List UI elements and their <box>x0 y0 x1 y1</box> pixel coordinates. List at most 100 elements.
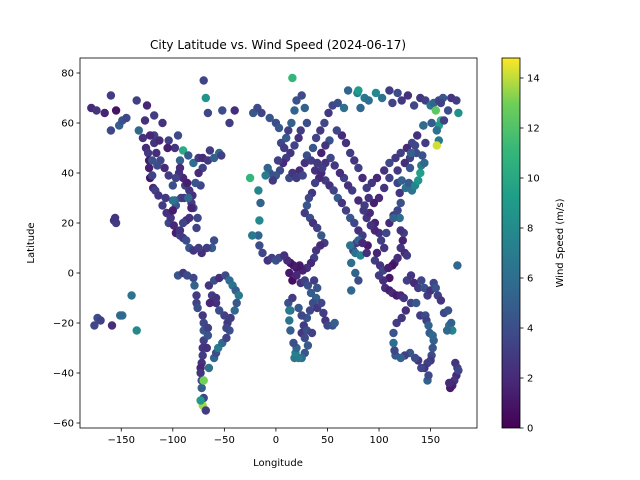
data-point <box>421 96 430 105</box>
data-point <box>303 341 313 350</box>
data-point <box>189 158 198 168</box>
data-point <box>326 153 335 163</box>
data-point <box>350 218 359 228</box>
y-tick-label: 0 <box>68 269 74 280</box>
data-point <box>393 253 402 263</box>
data-point <box>106 91 116 100</box>
data-point <box>317 148 326 158</box>
data-point <box>313 223 322 233</box>
data-point <box>330 161 339 170</box>
data-point <box>393 206 402 215</box>
data-point <box>354 163 363 173</box>
data-point <box>142 101 152 110</box>
data-point <box>132 326 141 335</box>
data-point <box>389 328 398 338</box>
data-point <box>303 281 313 290</box>
data-point <box>268 176 277 185</box>
data-point <box>391 153 400 163</box>
data-point <box>428 343 437 353</box>
data-point <box>304 193 314 203</box>
data-point <box>311 133 321 143</box>
data-point <box>410 141 420 150</box>
data-point <box>371 88 381 98</box>
data-point <box>370 256 380 265</box>
data-point <box>372 248 382 258</box>
data-point <box>311 246 321 255</box>
data-point <box>346 148 355 158</box>
x-tick-label: −100 <box>159 435 186 446</box>
x-tick-label: −50 <box>214 435 235 446</box>
x-tick-label: 0 <box>273 435 279 446</box>
data-point <box>168 181 177 190</box>
data-point <box>288 73 297 83</box>
data-point <box>369 198 379 208</box>
data-point <box>362 248 371 258</box>
data-point <box>184 151 193 160</box>
data-point <box>454 366 463 375</box>
data-point <box>443 306 453 315</box>
data-point <box>255 241 264 250</box>
data-point <box>389 338 398 348</box>
colorbar-tick-label: 4 <box>527 324 533 335</box>
data-point <box>305 306 315 315</box>
chart-title: City Latitude vs. Wind Speed (2024-06-17… <box>150 38 406 52</box>
data-point <box>397 176 406 185</box>
data-point <box>290 106 299 115</box>
data-point <box>183 271 192 280</box>
data-point <box>350 156 359 165</box>
data-point <box>380 243 389 253</box>
data-point <box>255 216 264 225</box>
data-point <box>143 148 153 158</box>
data-point <box>332 126 341 135</box>
data-point <box>173 131 183 140</box>
colorbar-gradient <box>501 57 521 429</box>
data-point <box>205 298 215 308</box>
data-point <box>398 236 407 245</box>
data-point <box>432 141 441 150</box>
data-point <box>380 166 389 175</box>
data-point <box>343 181 353 190</box>
data-point <box>395 188 404 198</box>
data-point <box>175 163 185 173</box>
data-point <box>302 201 312 210</box>
data-point <box>191 178 200 188</box>
data-point <box>199 376 208 385</box>
data-point <box>388 98 397 108</box>
data-point <box>335 168 345 178</box>
data-point <box>282 133 291 143</box>
data-point <box>230 306 239 315</box>
data-point <box>310 178 320 188</box>
data-point <box>396 198 405 208</box>
data-point <box>284 126 293 135</box>
data-point <box>254 186 263 195</box>
data-point <box>413 131 422 140</box>
data-point <box>333 98 342 108</box>
data-point <box>300 333 309 343</box>
data-point <box>313 283 322 293</box>
data-point <box>198 311 207 320</box>
data-point <box>170 143 180 153</box>
data-point <box>298 171 307 180</box>
data-point <box>194 168 203 178</box>
data-point <box>358 173 367 183</box>
data-point <box>417 276 426 285</box>
data-point <box>320 118 329 128</box>
data-point <box>389 213 398 223</box>
data-point <box>171 173 181 183</box>
data-point <box>100 108 109 118</box>
x-tick-label: 50 <box>321 435 334 446</box>
data-point <box>402 251 412 260</box>
data-point <box>183 178 192 188</box>
data-point <box>158 118 167 128</box>
data-point <box>385 86 394 95</box>
y-tick-label: 80 <box>61 69 74 80</box>
data-point <box>263 163 272 173</box>
data-point <box>199 76 208 85</box>
data-point <box>164 136 173 145</box>
colorbar-tick-label: 6 <box>527 274 533 285</box>
data-point <box>416 168 425 178</box>
data-point <box>273 156 283 165</box>
colorbar-tick-label: 8 <box>527 224 533 235</box>
data-point <box>436 98 446 108</box>
data-point <box>319 308 328 318</box>
